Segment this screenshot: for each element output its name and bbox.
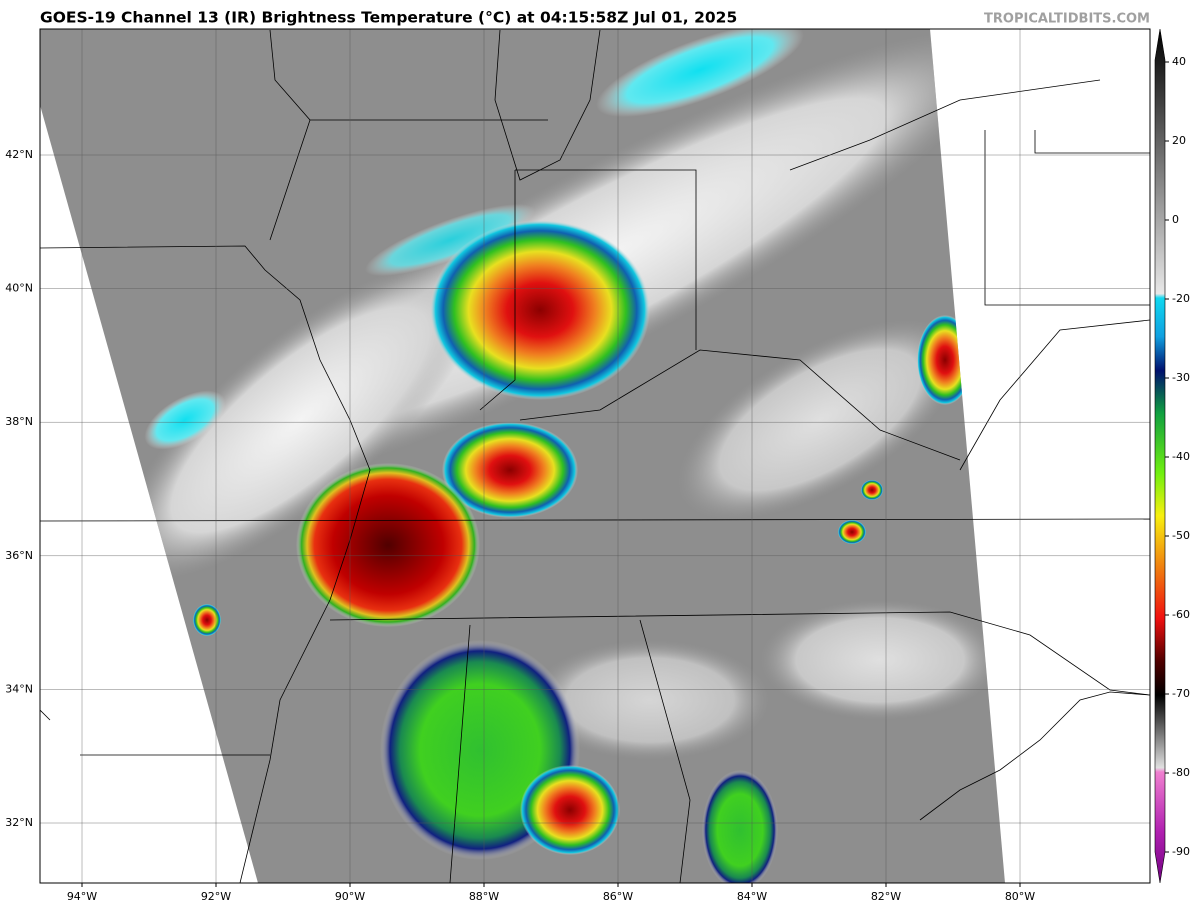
- latitude-label: 32°N: [5, 816, 33, 829]
- graticule: [40, 29, 1150, 883]
- colorbar-tick-label: -40: [1172, 450, 1190, 463]
- colorbar-tick-label: -20: [1172, 292, 1190, 305]
- map: [40, 29, 1150, 883]
- colorbar-tick-label: -30: [1172, 371, 1190, 384]
- title: GOES-19 Channel 13 (IR) Brightness Tempe…: [40, 9, 737, 27]
- latitude-label: 36°N: [5, 549, 33, 562]
- longitude-label: 94°W: [67, 890, 97, 903]
- latitude-label: 38°N: [5, 415, 33, 428]
- colorbar-tick-label: -80: [1172, 766, 1190, 779]
- longitude-label: 82°W: [871, 890, 901, 903]
- longitude-label: 90°W: [335, 890, 365, 903]
- colorbar: [1154, 28, 1166, 884]
- colorbar-tick-label: 0: [1172, 213, 1179, 226]
- map-frame: [39, 28, 1151, 884]
- longitude-label: 88°W: [469, 890, 499, 903]
- labels: 42°N 40°N 38°N 36°N 34°N 32°N 94°W 92°W 90°W 88°W…: [5, 55, 1190, 903]
- longitude-label: 80°W: [1005, 890, 1035, 903]
- borders: [40, 29, 1150, 883]
- satellite-imagery: [40, 29, 1005, 883]
- colorbar-tick-label: -90: [1172, 845, 1190, 858]
- colorbar-tick-label: 40: [1172, 55, 1186, 68]
- latitude-label: 34°N: [5, 682, 33, 695]
- longitude-label: 86°W: [603, 890, 633, 903]
- colorbar-tick-label: -70: [1172, 687, 1190, 700]
- latitude-label: 42°N: [5, 148, 33, 161]
- colorbar-tick-label: -50: [1172, 529, 1190, 542]
- watermark: TROPICALTIDBITS.COM: [984, 12, 1150, 27]
- colorbar-tick-label: -60: [1172, 608, 1190, 621]
- latitude-label: 40°N: [5, 282, 33, 295]
- colorbar-tick-label: 20: [1172, 134, 1186, 147]
- longitude-label: 84°W: [737, 890, 767, 903]
- longitude-label: 92°W: [201, 890, 231, 903]
